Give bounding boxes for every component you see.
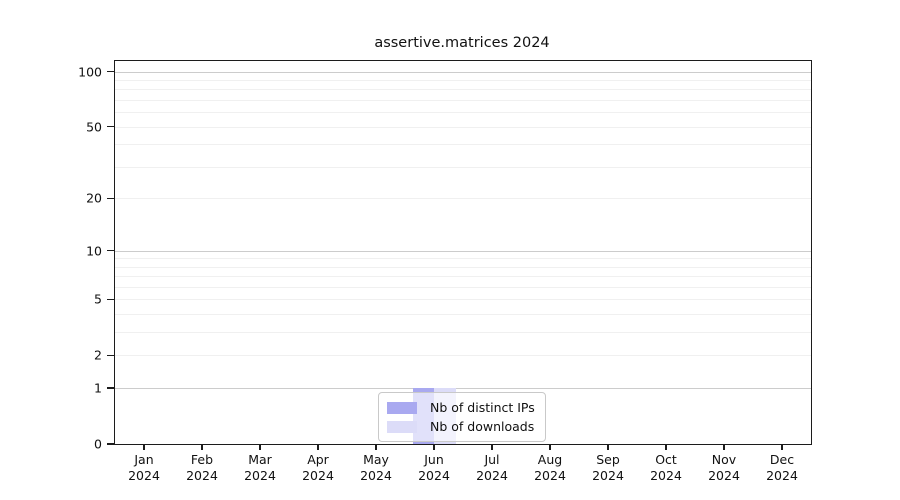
x-tick: [375, 444, 377, 450]
minor-gridline: [115, 89, 811, 91]
x-tick: [723, 444, 725, 450]
x-tick: [491, 444, 493, 450]
x-tick: [201, 444, 203, 450]
minor-gridline: [115, 80, 811, 81]
y-tick: [106, 125, 114, 128]
minor-gridline: [115, 266, 811, 268]
y-tick: [106, 197, 114, 200]
x-tick-label: May 2024: [360, 452, 392, 483]
y-tick-label: 100: [78, 64, 102, 80]
minor-gridline: [115, 166, 811, 168]
x-tick-label: Dec 2024: [766, 452, 798, 483]
legend-label-downloads: Nb of downloads: [430, 419, 535, 434]
y-tick-label: 0: [94, 436, 102, 452]
minor-gridline: [115, 258, 811, 260]
minor-gridline: [115, 126, 811, 128]
legend: Nb of distinct IPs Nb of downloads: [378, 392, 546, 442]
x-tick: [143, 444, 145, 450]
x-tick: [607, 444, 609, 450]
downloads-swatch-icon: [387, 420, 417, 433]
y-tick-label: 20: [86, 190, 102, 206]
x-tick-label: Nov 2024: [708, 452, 740, 483]
x-tick: [549, 444, 551, 450]
minor-gridline: [115, 144, 811, 146]
x-tick-label: Apr 2024: [302, 452, 334, 483]
y-tick: [106, 443, 114, 445]
y-tick-label: 1: [94, 380, 102, 396]
x-tick-label: Jan 2024: [128, 452, 160, 483]
x-tick: [665, 444, 667, 450]
y-tick-label: 50: [86, 119, 102, 135]
minor-gridline: [115, 286, 811, 288]
minor-gridline: [115, 314, 811, 316]
y-tick-label: 5: [94, 291, 102, 307]
distinct-ips-swatch-icon: [387, 401, 417, 414]
minor-gridline: [115, 198, 811, 200]
minor-gridline: [115, 355, 811, 357]
legend-label-distinct-ips: Nb of distinct IPs: [430, 400, 535, 415]
minor-gridline: [115, 332, 811, 334]
y-tick: [106, 70, 114, 73]
x-tick: [781, 444, 783, 450]
x-tick-label: Feb 2024: [186, 452, 218, 483]
x-tick: [259, 444, 261, 450]
minor-gridline: [115, 276, 811, 278]
plot-area: Nb of distinct IPs Nb of downloads 0 1 2 5 1…: [78, 60, 812, 483]
x-tick-label: Oct 2024: [650, 452, 682, 483]
major-gridline: [115, 250, 811, 252]
y-tick: [106, 249, 114, 252]
major-gridline: [115, 71, 811, 73]
x-tick: [433, 444, 435, 450]
minor-gridline: [115, 299, 811, 301]
x-tick: [317, 444, 319, 450]
x-tick-label: Aug 2024: [534, 452, 566, 483]
x-tick-label: Mar 2024: [244, 452, 276, 483]
legend-item-distinct-ips: Nb of distinct IPs: [387, 398, 537, 417]
x-tick-label: Jun 2024: [418, 452, 450, 483]
x-tick-label: Sep 2024: [592, 452, 624, 483]
minor-gridline: [115, 112, 811, 114]
legend-item-downloads: Nb of downloads: [387, 417, 537, 436]
y-tick: [106, 387, 114, 389]
minor-gridline: [115, 100, 811, 102]
major-gridline: [115, 388, 811, 390]
y-tick-label: 2: [94, 347, 102, 363]
y-tick: [106, 298, 114, 301]
y-tick-label: 10: [86, 243, 102, 258]
chart-title: assertive.matrices 2024: [374, 35, 550, 51]
x-tick-label: Jul 2024: [476, 452, 508, 483]
y-tick: [106, 354, 114, 357]
